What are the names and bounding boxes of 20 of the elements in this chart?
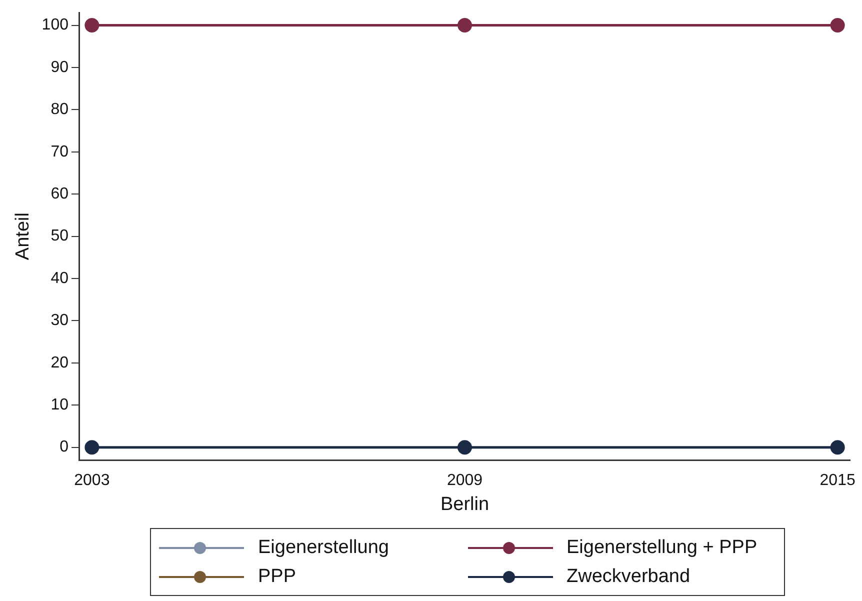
legend-label: Zweckverband xyxy=(566,566,690,588)
x-tick-label: 2003 xyxy=(74,472,110,490)
y-tick-label: 20 xyxy=(50,354,69,372)
y-tick-label: 50 xyxy=(50,228,69,245)
y-tick-label: 0 xyxy=(60,438,69,456)
y-tick-label: 100 xyxy=(42,16,69,34)
y-tick-label: 80 xyxy=(50,101,69,118)
y-tick-label: 90 xyxy=(50,58,69,76)
legend-label: Eigenerstellung xyxy=(258,536,389,558)
y-tick-label: 40 xyxy=(50,270,69,287)
legend-label: Eigenerstellung + PPP xyxy=(566,536,758,558)
x-tick-label: 2015 xyxy=(820,472,856,490)
y-tick-label: 10 xyxy=(50,396,69,414)
legend-label: PPP xyxy=(258,566,296,588)
y-tick-label: 60 xyxy=(50,186,69,202)
y-tick-label: 70 xyxy=(50,143,69,160)
y-axis-title: Anteil xyxy=(12,212,34,260)
x-tick-label: 2009 xyxy=(446,472,483,490)
y-tick-label: 30 xyxy=(50,312,69,330)
x-axis-title: Berlin xyxy=(440,494,490,515)
